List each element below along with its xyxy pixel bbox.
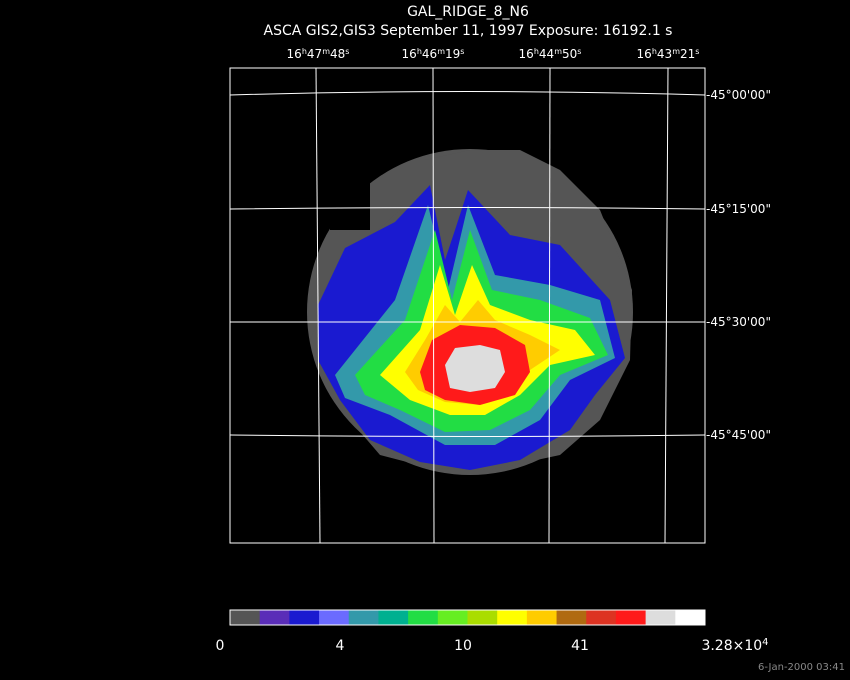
colorbar-swatch bbox=[348, 610, 379, 625]
label-part: 50 bbox=[562, 47, 577, 61]
colorbar-swatch bbox=[378, 610, 409, 625]
colorbar-swatch bbox=[289, 610, 320, 625]
label-part: 10 bbox=[454, 638, 472, 654]
superscript: s bbox=[345, 47, 349, 56]
colorbar: 0 4 10 41 3.28×104 bbox=[216, 609, 769, 655]
superscript: 4 bbox=[762, 637, 768, 648]
ra-label: 16h46m19s bbox=[402, 47, 465, 62]
grid-line bbox=[664, 67, 669, 544]
label-part: 16 bbox=[637, 47, 652, 61]
grid-line bbox=[229, 207, 706, 210]
label-part: 47 bbox=[307, 47, 322, 61]
frame bbox=[229, 67, 706, 544]
colorbar-swatch bbox=[615, 610, 647, 625]
timestamp: 6-Jan-2000 03:41 bbox=[758, 662, 845, 673]
label-part: 48 bbox=[330, 47, 345, 61]
grid-line bbox=[432, 67, 435, 544]
ra-labels: 16h47m48s 16h46m19s 16h44m50s 16h43m21s bbox=[287, 47, 700, 62]
colorbar-frame bbox=[229, 609, 706, 626]
superscript: h bbox=[652, 47, 657, 56]
dec-label: -45°15'00" bbox=[706, 202, 771, 216]
label-part: 4 bbox=[336, 638, 345, 654]
grid-line bbox=[315, 67, 321, 544]
ra-label: 16h47m48s bbox=[287, 47, 350, 62]
colorbar-label: 4 bbox=[336, 638, 345, 654]
grid-line bbox=[229, 91, 706, 96]
colorbar-swatch bbox=[586, 610, 617, 625]
superscript: m bbox=[437, 47, 445, 56]
label-part: 3.28×10 bbox=[701, 638, 762, 654]
colorbar-swatch bbox=[467, 610, 498, 625]
ra-label: 16h43m21s bbox=[637, 47, 700, 62]
colorbar-label: 10 bbox=[454, 638, 472, 654]
superscript: m bbox=[672, 47, 680, 56]
ra-label: 16h44m50s bbox=[519, 47, 582, 62]
label-part: 16 bbox=[519, 47, 534, 61]
colorbar-swatch bbox=[408, 610, 439, 625]
colorbar-swatch bbox=[319, 610, 350, 625]
image bbox=[307, 149, 633, 475]
colorbar-label: 41 bbox=[571, 638, 589, 654]
superscript: m bbox=[554, 47, 562, 56]
grid-line bbox=[229, 434, 706, 437]
superscript: h bbox=[302, 47, 307, 56]
label-part: 16 bbox=[402, 47, 417, 61]
colorbar-swatch bbox=[230, 610, 261, 625]
core bbox=[445, 345, 505, 392]
colorbar-swatch bbox=[259, 610, 290, 625]
label-part: 41 bbox=[571, 638, 589, 654]
colorbar-label: 3.28×104 bbox=[701, 637, 768, 655]
superscript: s bbox=[695, 47, 699, 56]
colorbar-swatch bbox=[437, 610, 468, 625]
label-part: 0 bbox=[216, 638, 225, 654]
superscript: s bbox=[460, 47, 464, 56]
dec-label: -45°30'00" bbox=[706, 315, 771, 329]
colorbar-swatch bbox=[675, 610, 706, 625]
label-part: 46 bbox=[422, 47, 437, 61]
label-part: 44 bbox=[539, 47, 554, 61]
colorbar-swatch bbox=[556, 610, 587, 625]
superscript: h bbox=[534, 47, 539, 56]
superscript: m bbox=[322, 47, 330, 56]
superscript: s bbox=[577, 47, 581, 56]
gap bbox=[330, 150, 370, 230]
colorbar-swatch bbox=[497, 610, 528, 625]
colorbar-swatch bbox=[526, 610, 558, 625]
dec-labels: -45°00'00" -45°15'00" -45°30'00" -45°45'00" bbox=[706, 88, 771, 442]
dec-label: -45°00'00" bbox=[706, 88, 771, 102]
label-part: 16 bbox=[287, 47, 302, 61]
subtitle: ASCA GIS2,GIS3 September 11, 1997 Exposu… bbox=[264, 23, 673, 39]
superscript: h bbox=[417, 47, 422, 56]
label-part: 43 bbox=[657, 47, 672, 61]
colorbar-label: 0 bbox=[216, 638, 225, 654]
coordinate-grid bbox=[229, 67, 706, 544]
label-part: 19 bbox=[445, 47, 460, 61]
label-part: 21 bbox=[680, 47, 695, 61]
colorbar-swatch bbox=[645, 610, 676, 625]
title: GAL_RIDGE_8_N6 bbox=[407, 4, 529, 20]
dec-label: -45°45'00" bbox=[706, 428, 771, 442]
grid-line bbox=[548, 67, 551, 544]
